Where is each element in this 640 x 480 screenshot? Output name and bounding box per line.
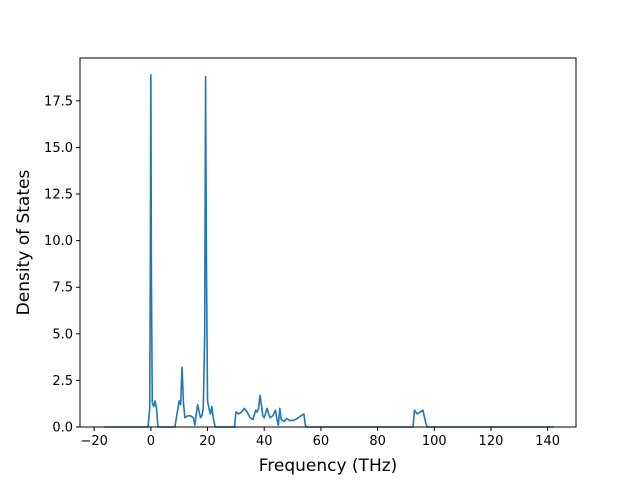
y-tick-label: 12.5: [44, 188, 73, 203]
dos-series-line-0: [104, 73, 554, 428]
y-tick-label: 17.5: [44, 94, 73, 109]
x-tick-label: 100: [422, 434, 447, 449]
y-axis-label: Density of States: [14, 170, 34, 316]
y-tick-label: 0.0: [52, 421, 73, 436]
x-tick-label: 60: [313, 434, 330, 449]
x-tick-label: 140: [535, 434, 560, 449]
x-tick-label: −20: [80, 434, 107, 449]
y-tick-label: 15.0: [44, 141, 73, 156]
x-tick-label: 40: [256, 434, 273, 449]
y-axis-ticks: 0.0 2.5 5.0 7.5 10.0 12.5 15.0 17.5: [44, 94, 80, 436]
x-tick-label: 80: [369, 434, 386, 449]
y-tick-label: 5.0: [52, 327, 73, 342]
x-tick-label: 20: [199, 434, 216, 449]
y-tick-label: 10.0: [44, 234, 73, 249]
x-axis-label: Frequency (THz): [259, 456, 398, 476]
y-tick-label: 7.5: [52, 281, 73, 296]
x-tick-label: 0: [147, 434, 155, 449]
axes-frame: [79, 57, 577, 428]
x-tick-label: 120: [479, 434, 504, 449]
y-tick-label: 2.5: [52, 374, 73, 389]
x-axis-ticks: −20 0 20 40 60 80 100 120 140: [80, 427, 560, 449]
plot-area: [104, 73, 554, 428]
